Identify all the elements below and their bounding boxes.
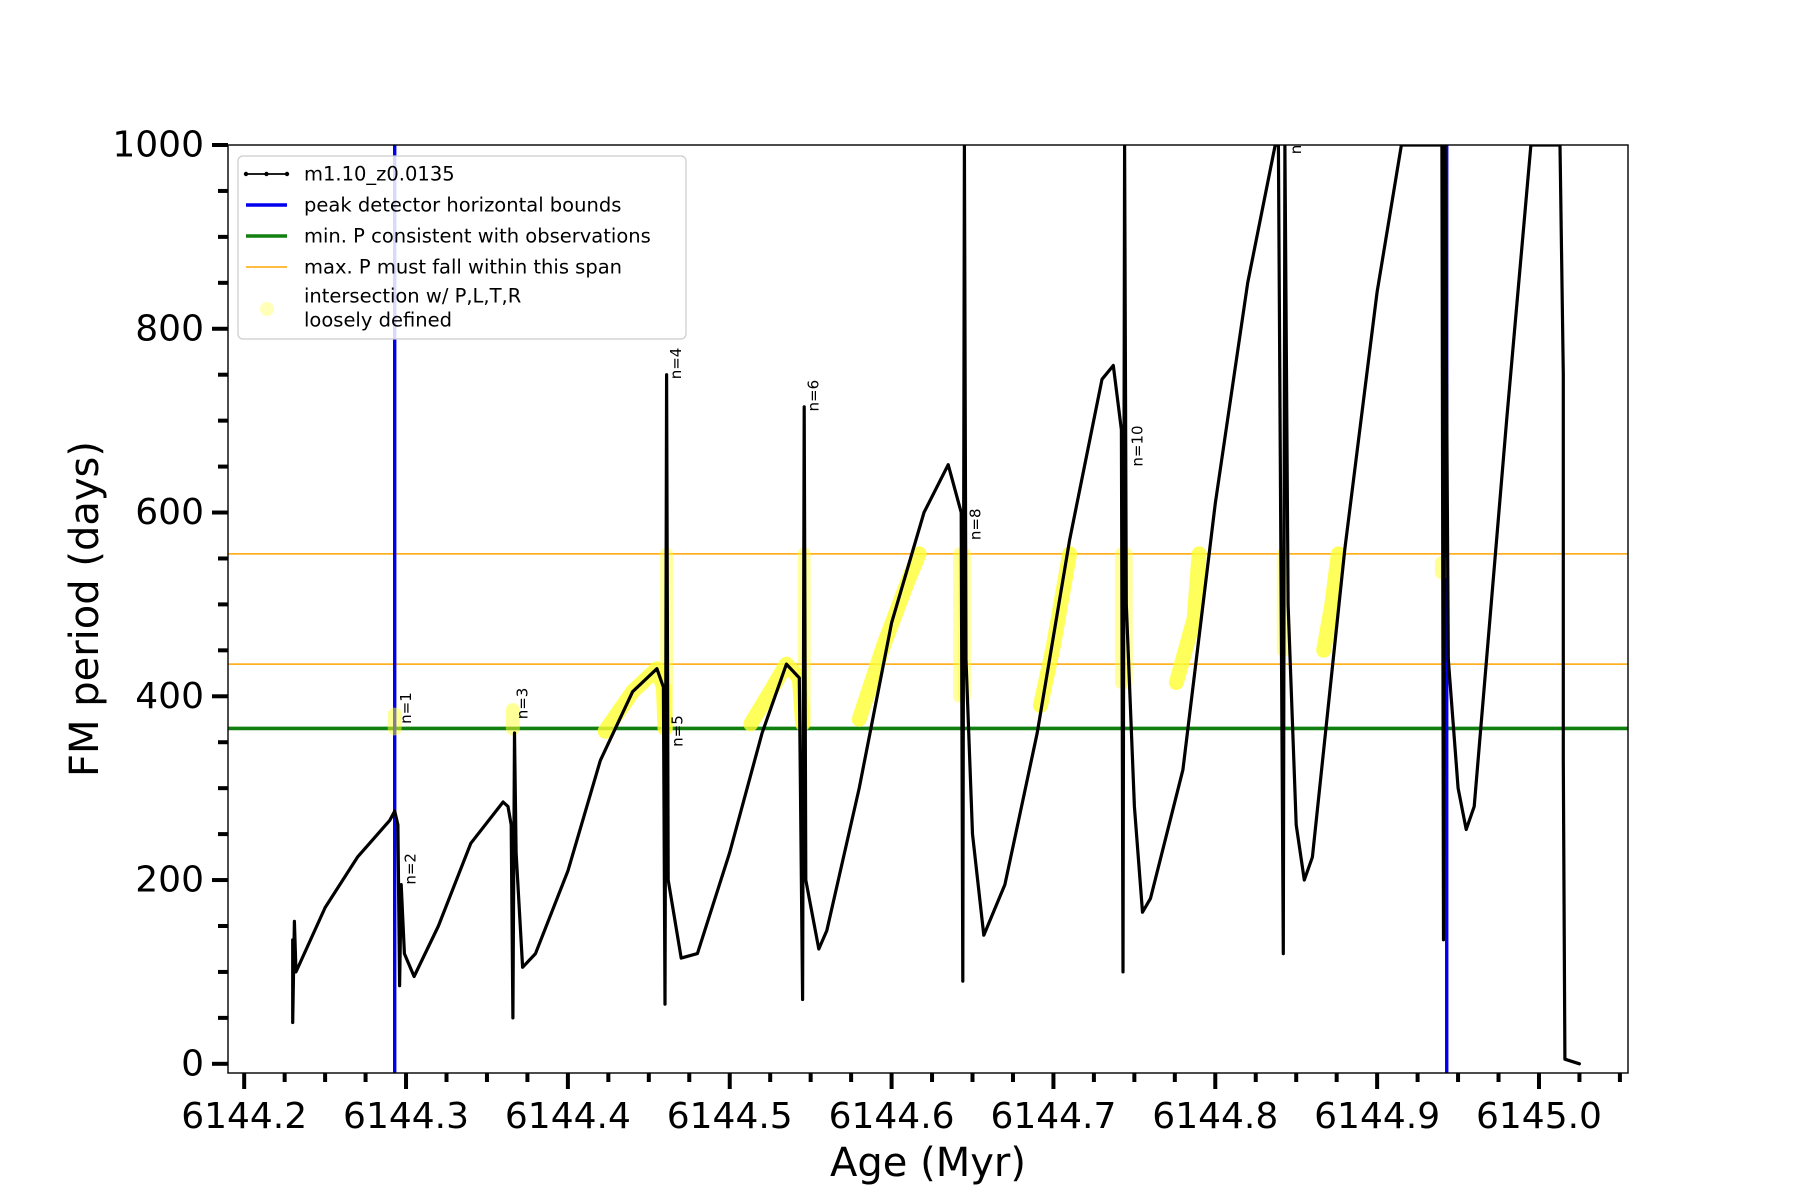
legend-label-0: m1.10_z0.0135 [304, 163, 455, 186]
y-tick-label-2: 400 [135, 676, 204, 717]
annotation-8: n=12 [1287, 113, 1305, 154]
y-tick-label-5: 1000 [112, 125, 204, 166]
highlight-12 [1168, 546, 1207, 690]
annotation-3: n=4 [667, 348, 685, 380]
x-tick-label-2: 6144.4 [505, 1096, 631, 1137]
annotation-1: n=2 [402, 853, 420, 885]
legend-box [237, 155, 687, 340]
legend-handle-marker-0-1 [264, 171, 269, 177]
x-tick-label-0: 6144.2 [181, 1096, 307, 1137]
legend-label-4: intersection w/ P,L,T,R [304, 285, 521, 308]
legend-handle-marker-0-2 [284, 171, 290, 177]
highlight-2 [597, 661, 673, 739]
legend-label-3: max. P must fall within this span [304, 256, 622, 279]
legend-label-4-line2: loosely defined [304, 309, 452, 332]
x-tick-label-1: 6144.3 [343, 1096, 469, 1137]
annotations-layer: n=1 n=2 n=3 n=4 n=5 n=6 n=8 n=10 n=12 [397, 113, 1305, 885]
annotation-5: n=6 [805, 380, 823, 412]
y-axis-title: FM period (days) [62, 441, 108, 777]
series-line-0 [291, 145, 1581, 1066]
annotation-4: n=5 [669, 715, 687, 747]
annotation-0: n=1 [397, 692, 415, 724]
annotation-6: n=8 [966, 508, 984, 540]
y-tick-label-1: 200 [135, 860, 204, 901]
x-tick-label-6: 6144.8 [1152, 1096, 1278, 1137]
x-tick-label-4: 6144.6 [829, 1096, 955, 1137]
legend-handle-marker-0-0 [243, 171, 249, 177]
highlight-14 [1316, 546, 1346, 658]
x-tick-label-3: 6144.5 [667, 1096, 793, 1137]
x-axis-title: Age (Myr) [830, 1140, 1026, 1186]
axes-layer: 6144.2 6144.3 6144.4 6144.5 6144.6 6144.7 6144… [62, 125, 1629, 1186]
legend-label-1: peak detector horizontal bounds [304, 194, 621, 217]
legend-handle-4 [260, 302, 274, 316]
annotation-2: n=3 [513, 688, 531, 720]
y-tick-label-4: 800 [135, 308, 204, 349]
x-tick-label-5: 6144.7 [990, 1096, 1116, 1137]
annotation-7: n=10 [1128, 425, 1146, 466]
x-tick-label-7: 6144.9 [1314, 1096, 1440, 1137]
series-layer [291, 145, 1581, 1066]
y-tick-label-0: 0 [181, 1043, 204, 1084]
y-tick-label-3: 600 [135, 492, 204, 533]
x-tick-label-8: 6145.0 [1476, 1096, 1602, 1137]
legend-label-2: min. P consistent with observations [304, 225, 651, 248]
plot-frame [227, 144, 1629, 1074]
